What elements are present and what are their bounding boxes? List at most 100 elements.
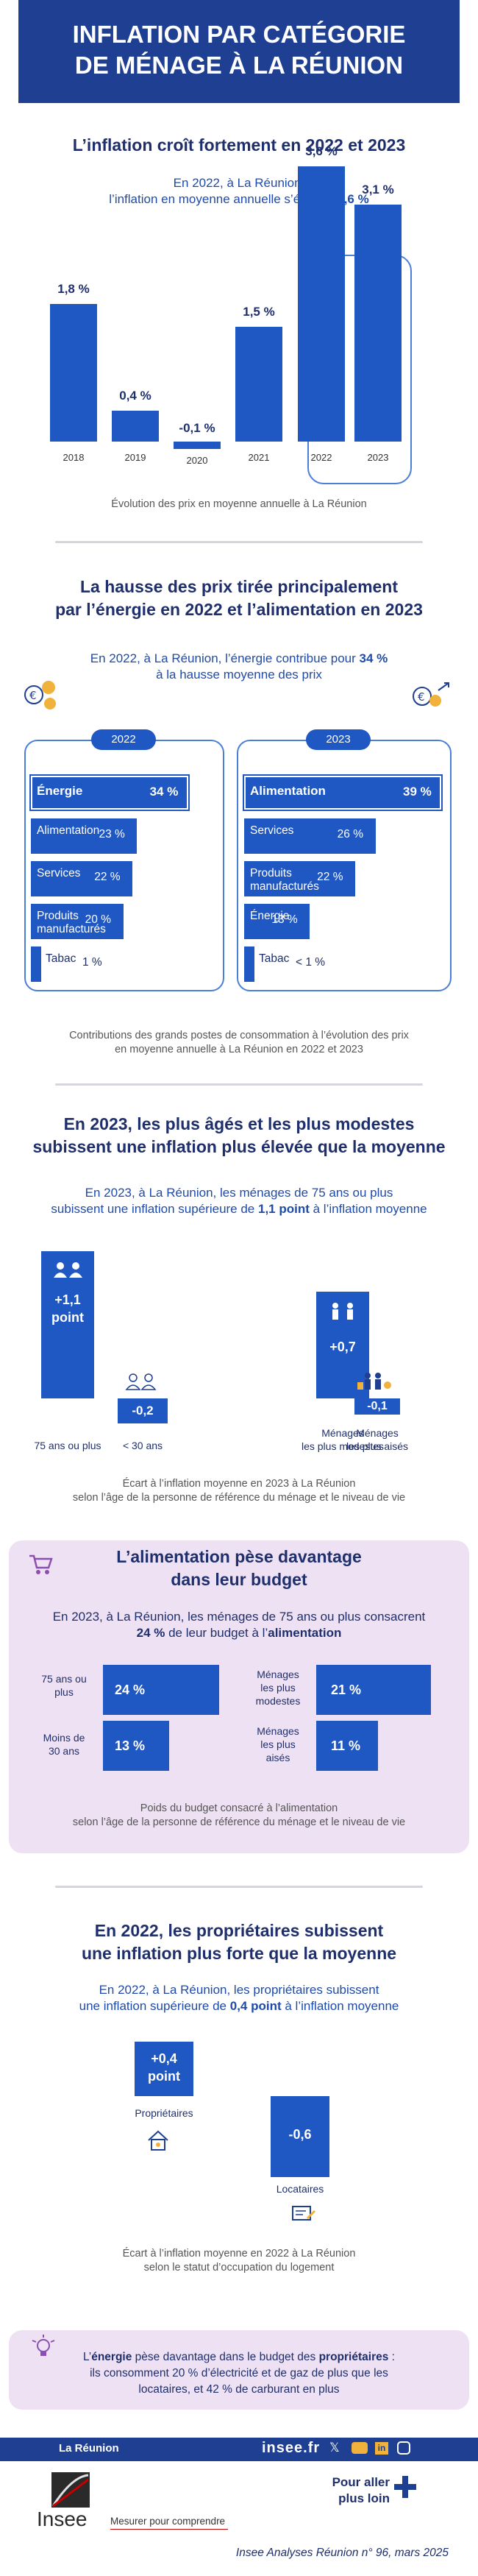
young-couple-icon bbox=[125, 1373, 157, 1390]
linkedin-icon[interactable]: in bbox=[375, 2442, 388, 2455]
contribution-bar bbox=[244, 861, 356, 896]
plus-icon[interactable] bbox=[394, 2476, 416, 2498]
contribution-name: Alimentation bbox=[37, 824, 100, 837]
footer-region: La Réunion bbox=[59, 2442, 119, 2455]
euro-arrow-icon: € bbox=[413, 682, 449, 707]
bar-under-30 bbox=[118, 1398, 168, 1423]
contribution-bar bbox=[244, 818, 376, 854]
contribution-value: 34 % bbox=[149, 785, 179, 799]
contribution-name: Énergie bbox=[37, 784, 83, 798]
bar-value-label: 3,6 % bbox=[305, 144, 338, 158]
house-icon bbox=[148, 2130, 168, 2151]
footer-site-link[interactable]: insee.fr bbox=[262, 2440, 321, 2456]
contribution-bar bbox=[29, 774, 190, 811]
bar-value-label: 3,1 % bbox=[362, 182, 394, 197]
bar-year-label: 2020 bbox=[186, 455, 208, 466]
contribution-value: 1 % bbox=[82, 956, 102, 969]
insee-logo-icon bbox=[51, 2472, 90, 2508]
tagline-underline bbox=[110, 2529, 228, 2530]
bar-year-label: 2023 bbox=[367, 452, 389, 463]
section4-caption: Poids du budget consacré à l’alimentatio… bbox=[72, 1802, 406, 1828]
bar-under-30-value: -0,2 bbox=[132, 1404, 154, 1418]
contribution-name: Services bbox=[250, 824, 294, 837]
youtube-icon[interactable] bbox=[352, 2442, 368, 2454]
section3-caption: Écart à l’inflation moyenne en 2023 à La… bbox=[72, 1478, 406, 1504]
bar-wealthy-label: Ménages les plus aisés bbox=[346, 1427, 409, 1452]
svg-text:€: € bbox=[418, 690, 425, 704]
contribution-bar bbox=[31, 861, 133, 896]
food-bar-75-plus: 24 % bbox=[103, 1665, 219, 1715]
bar-2018 bbox=[50, 303, 97, 442]
bar-year-label: 2021 bbox=[248, 452, 270, 463]
bar-tenants-value: -0,6 bbox=[288, 2127, 312, 2142]
contribution-name: Produits manufacturés bbox=[37, 910, 106, 935]
bar-value-label: 1,8 % bbox=[57, 281, 90, 296]
bar-75-plus-label: 75 ans ou plus bbox=[34, 1440, 101, 1451]
section4-title: L’alimentation pèse davantage dans leur … bbox=[116, 1547, 362, 1589]
section2-caption: Contributions des grands postes de conso… bbox=[69, 1030, 409, 1055]
section2-title: La hausse des prix tirée principalement … bbox=[55, 577, 423, 619]
section1-intro: En 2022, à La Réunion, l’inflation en mo… bbox=[0, 175, 478, 208]
contribution-name: Produits manufacturés bbox=[250, 867, 319, 893]
bar-wealthy bbox=[354, 1398, 400, 1415]
bar-wealthy-value: -0,1 bbox=[367, 1400, 388, 1412]
food-label-75-plus: 75 ans ou plus bbox=[41, 1673, 87, 1698]
svg-text:€: € bbox=[29, 689, 37, 702]
food-label-modest: Ménages les plus modestes bbox=[255, 1669, 301, 1707]
shopping-cart-icon bbox=[29, 1554, 53, 1574]
bar-75-plus-value: +1,1 point bbox=[51, 1292, 84, 1325]
contribution-value: 22 % bbox=[94, 871, 121, 883]
more-info-link[interactable]: Pour aller plus loin bbox=[332, 2475, 390, 2505]
contribution-bar bbox=[31, 818, 138, 854]
food-bar-under-30: 13 % bbox=[103, 1721, 169, 1771]
energy-note-text: L’énergie pèse davantage dans le budget … bbox=[83, 2351, 395, 2396]
section1-title: L’inflation croît fortement en 2022 et 2… bbox=[72, 135, 406, 155]
contribution-value: < 1 % bbox=[296, 956, 326, 969]
header-title-line1: INFLATION PAR CATÉGORIE bbox=[72, 21, 406, 48]
bar-2022 bbox=[298, 166, 345, 442]
section5-intro: En 2022, à La Réunion, les propriétaires… bbox=[79, 1983, 399, 2013]
bar-2021 bbox=[235, 327, 282, 442]
bar-owners-value: +0,4 point bbox=[148, 2051, 180, 2084]
separator bbox=[55, 541, 423, 543]
food-label-wealthy: Ménages les plus aisés bbox=[257, 1725, 299, 1763]
publication-reference: Insee Analyses Réunion n° 96, mars 2025 bbox=[235, 2547, 449, 2559]
insee-logo-text: Insee bbox=[37, 2508, 88, 2530]
section4-intro: En 2023, à La Réunion, les ménages de 75… bbox=[52, 1610, 426, 1640]
section5-caption: Écart à l’inflation moyenne en 2022 à La… bbox=[122, 2248, 356, 2274]
contribution-bar bbox=[243, 774, 443, 811]
section2-intro: En 2022, à La Réunion, l’énergie contrib… bbox=[90, 651, 388, 682]
bar-year-label: 2018 bbox=[63, 452, 85, 463]
bar-value-label: -0,1 % bbox=[179, 421, 215, 435]
energy-note-box bbox=[9, 2330, 469, 2410]
contribution-name: Énergie bbox=[250, 910, 290, 922]
section3-intro: En 2023, à La Réunion, les ménages de 75… bbox=[51, 1186, 427, 1216]
year-pill-2022: 2022 bbox=[91, 729, 156, 750]
section1-intro-line2: l’inflation en moyenne annuelle s’élève … bbox=[109, 192, 369, 206]
contribution-bar bbox=[244, 904, 310, 939]
contribution-value: 13 % bbox=[271, 913, 298, 926]
bar-value-label: 1,5 % bbox=[243, 305, 275, 319]
bar-year-label: 2022 bbox=[310, 452, 332, 463]
section3-title: En 2023, les plus âgés et les plus modes… bbox=[32, 1114, 446, 1156]
bar-modest-value: +0,7 bbox=[329, 1340, 356, 1354]
lightbulb-icon bbox=[32, 2335, 55, 2356]
insee-tagline: Mesurer pour comprendre bbox=[110, 2516, 226, 2527]
section5-title: En 2022, les propriétaires subissent une… bbox=[81, 1921, 397, 1963]
bar-owners bbox=[135, 2042, 193, 2096]
tenants-label: Locataires bbox=[276, 2183, 324, 2195]
food-bar-wealthy: 11 % bbox=[316, 1721, 378, 1771]
header-title-line2: DE MÉNAGE À LA RÉUNION bbox=[74, 52, 404, 79]
x-social-icon[interactable]: 𝕏 bbox=[329, 2441, 340, 2455]
contribution-name: Alimentation bbox=[250, 784, 326, 798]
separator bbox=[55, 1886, 423, 1888]
bar-2020 bbox=[174, 442, 221, 450]
section1-intro-line1: En 2022, à La Réunion, bbox=[173, 176, 305, 190]
section1-caption: Évolution des prix en moyenne annuelle à… bbox=[111, 498, 367, 510]
bar-2019 bbox=[112, 411, 159, 442]
contribution-bar bbox=[31, 904, 124, 939]
contribution-name: Services bbox=[37, 867, 81, 880]
contribution-value: 23 % bbox=[99, 828, 125, 841]
instagram-icon[interactable] bbox=[397, 2441, 410, 2455]
bar-value-label: 0,4 % bbox=[119, 389, 151, 403]
